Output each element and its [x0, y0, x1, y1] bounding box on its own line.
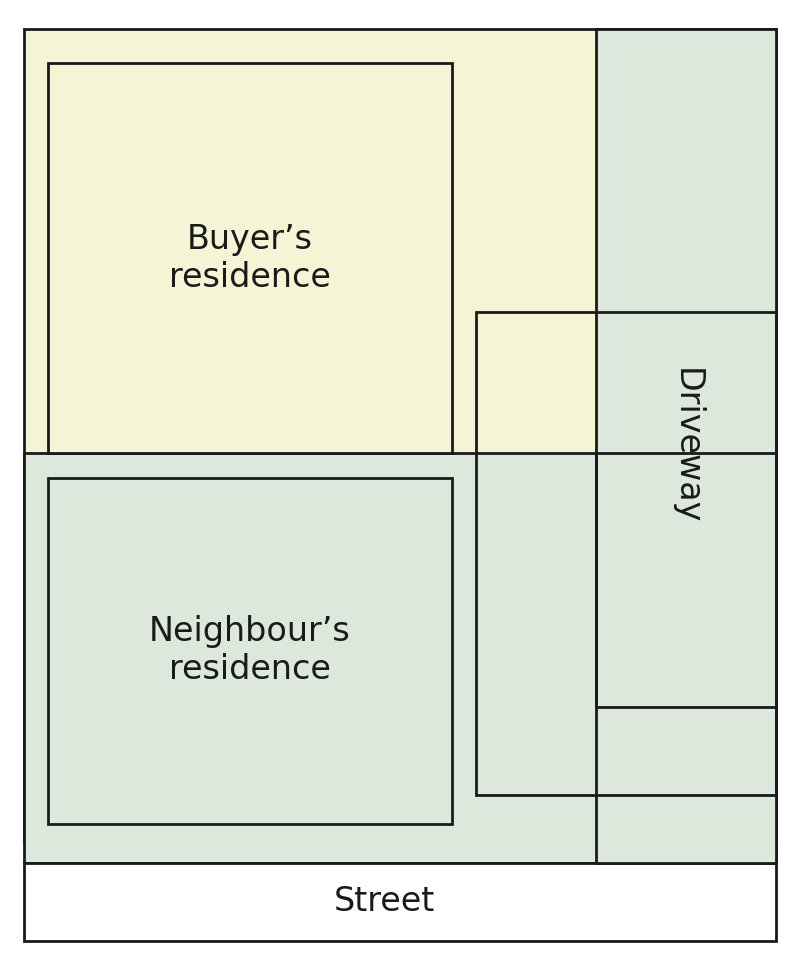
- Text: Buyer’s
residence: Buyer’s residence: [169, 222, 331, 294]
- Text: Street: Street: [334, 885, 434, 918]
- Bar: [24, 29, 776, 843]
- Bar: [596, 29, 776, 863]
- Bar: [48, 478, 452, 824]
- Bar: [596, 453, 776, 707]
- Bar: [48, 63, 452, 453]
- Text: Driveway: Driveway: [670, 368, 702, 525]
- Bar: [24, 453, 776, 863]
- Bar: [24, 863, 776, 941]
- Text: Neighbour’s
residence: Neighbour’s residence: [149, 615, 351, 686]
- Bar: [476, 312, 776, 795]
